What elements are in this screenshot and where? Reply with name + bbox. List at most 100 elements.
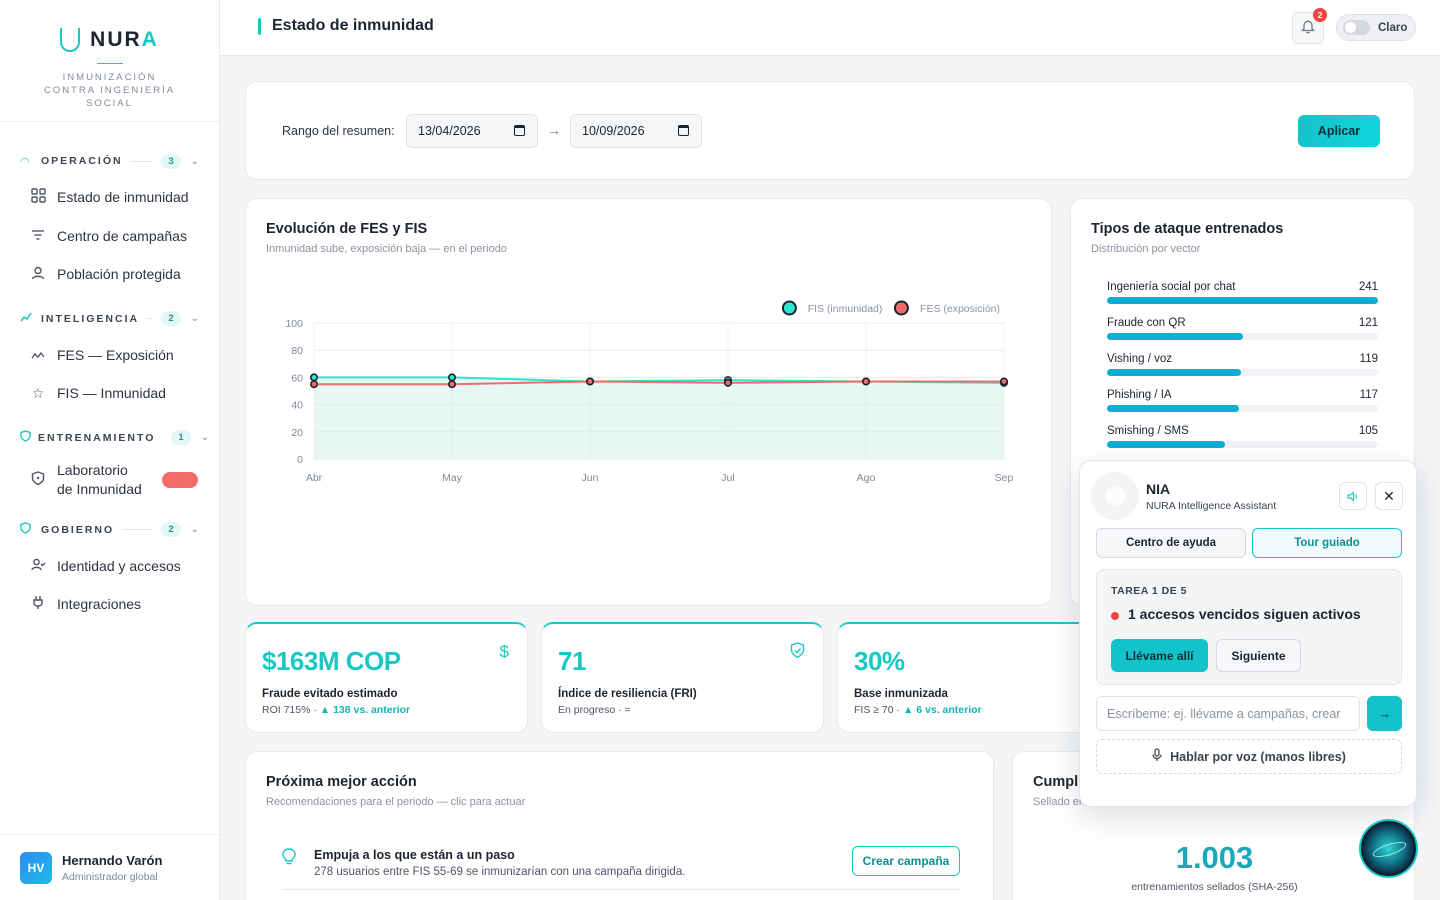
range-label: Rango del resumen:	[282, 124, 395, 138]
nav-group-header[interactable]: GOBIERNO 2 ⌄	[0, 519, 219, 541]
attack-bar-track	[1107, 369, 1378, 376]
calendar-icon[interactable]	[514, 125, 525, 136]
action-description: 278 usuarios entre FIS 55-69 se inmuniza…	[314, 866, 686, 878]
trend-icon	[30, 347, 46, 363]
action-title: Empuja a los que están a un paso	[314, 848, 515, 862]
attack-bar-row: Phishing / IA 117	[1107, 389, 1378, 412]
action-item[interactable]: Empuja a los que están a un paso 278 usu…	[282, 846, 960, 890]
calendar-icon[interactable]	[678, 125, 689, 136]
user-info: Hernando Varón Administrador global	[62, 853, 162, 883]
page-title: Estado de inmunidad	[258, 17, 434, 35]
sidebar-item-fis-inmunidad[interactable]: ☆ FIS — Inmunidad	[0, 374, 219, 413]
user-name: Hernando Varón	[62, 852, 163, 868]
notifications-button[interactable]: 2	[1292, 8, 1327, 44]
status-badge	[161, 471, 198, 488]
date-to-value: 10/09/2026	[582, 124, 645, 138]
attack-bar-header: Fraude con QR 121	[1107, 317, 1378, 329]
sidebar-item-laboratorio-inmunidad[interactable]: Laboratorio de Inmunidad	[0, 455, 219, 505]
data-point	[448, 373, 457, 382]
star-icon: ☆	[31, 384, 45, 401]
gauge-icon: ◠	[20, 155, 30, 168]
sidebar-item-label: Laboratorio de Inmunidad	[57, 461, 142, 499]
attack-bar-row: Fraude con QR 121	[1107, 317, 1378, 340]
theme-label: Claro	[1378, 21, 1408, 34]
shield-icon	[20, 430, 31, 445]
toggle-knob	[1345, 22, 1356, 33]
sidebar-item-estado-inmunidad[interactable]: Estado de inmunidad	[0, 178, 219, 217]
sealed-caption: entrenamientos sellados (SHA-256)	[1131, 881, 1298, 893]
sidebar-item-poblacion-protegida[interactable]: Población protegida	[0, 255, 219, 294]
card-subtitle: Inmunidad sube, exposición baja — en el …	[266, 243, 507, 255]
tab-help-center[interactable]: Centro de ayuda	[1096, 528, 1246, 558]
attack-value: 119	[1359, 353, 1378, 365]
sidebar-item-integraciones[interactable]: Integraciones	[0, 585, 219, 624]
kpi-immunized-base[interactable]: 30% Base inmunizada FIS ≥ 70 · ▲ 6 vs. a…	[837, 622, 1120, 733]
chevron-down-icon[interactable]: ⌄	[190, 155, 199, 167]
x-tick-label: May	[442, 472, 463, 484]
assistant-launcher-icon[interactable]	[1361, 821, 1416, 876]
dollar-icon: $	[499, 642, 509, 661]
attack-bar-header: Vishing / voz 119	[1107, 353, 1378, 365]
send-button[interactable]: →	[1367, 696, 1402, 731]
kpi-label: Índice de resiliencia (FRI)	[558, 688, 697, 700]
data-point	[448, 380, 457, 389]
x-tick-label: Jun	[582, 472, 599, 484]
brand-divider	[96, 63, 123, 64]
attack-bar-fill	[1107, 369, 1241, 376]
logo[interactable]: NURA	[0, 26, 219, 54]
label-line-1: Laboratorio	[57, 461, 128, 478]
attack-value: 105	[1358, 425, 1378, 437]
chevron-down-icon[interactable]: ⌄	[200, 432, 210, 443]
card-title: Próxima mejor acción	[266, 774, 417, 790]
tab-guided-tour[interactable]: Tour guiado	[1252, 528, 1402, 558]
attack-label: Smishing / SMS	[1107, 425, 1189, 437]
theme-toggle[interactable]: Claro	[1336, 14, 1416, 41]
chevron-down-icon[interactable]: ⌄	[190, 524, 199, 535]
date-to-input[interactable]: 10/09/2026	[570, 114, 702, 148]
voice-label: Hablar por voz (manos libres)	[1170, 749, 1346, 764]
legend-label: FIS (inmunidad)	[808, 303, 883, 315]
brand: NURA INMUNIZACIÓN CONTRA INGENIERÍA SOCI…	[0, 0, 219, 122]
sidebar-item-fes-exposicion[interactable]: FES — Exposición	[0, 336, 219, 375]
close-icon[interactable]: ✕	[1375, 482, 1403, 510]
sidebar-item-centro-campanas[interactable]: Centro de campañas	[0, 217, 219, 256]
assistant-avatar	[1091, 472, 1139, 520]
arrow-right-icon: →	[547, 122, 561, 138]
y-tick-label: 0	[297, 454, 303, 466]
attack-value: 121	[1358, 317, 1378, 329]
card-subtitle: Sellado en	[1033, 796, 1085, 808]
attack-label: Ingeniería social por chat	[1107, 281, 1236, 293]
legend-label: FES (exposición)	[920, 303, 1000, 315]
shield-check-icon	[790, 642, 805, 664]
apply-button[interactable]: Aplicar	[1298, 115, 1380, 147]
attack-bar-track	[1107, 333, 1378, 340]
date-from-input[interactable]: 13/04/2026	[406, 114, 538, 148]
speaker-icon[interactable]	[1339, 482, 1367, 510]
chevron-down-icon[interactable]: ⌄	[190, 313, 199, 324]
tour-task: TAREA 1 DE 5 1 accesos vencidos siguen a…	[1096, 569, 1402, 685]
nav-group-header[interactable]: ◠ OPERACIÓN 3 ⌄	[0, 150, 219, 172]
sidebar: NURA INMUNIZACIÓN CONTRA INGENIERÍA SOCI…	[0, 0, 220, 900]
sidebar-item-identidad-accesos[interactable]: Identidad y accesos	[0, 547, 219, 586]
kpi-resilience-index[interactable]: 71 Índice de resiliencia (FRI) En progre…	[541, 622, 824, 733]
logo-mark-icon	[60, 28, 81, 52]
kpi-meta: FIS ≥ 70 · ▲ 6 vs. anterior	[854, 704, 1103, 716]
next-button[interactable]: Siguiente	[1216, 639, 1301, 672]
plug-icon	[30, 595, 46, 613]
take-me-there-button[interactable]: Llévame allí	[1111, 639, 1208, 672]
shield-icon	[20, 522, 34, 537]
assistant-message-input[interactable]: Escríbeme: ej. llévame a campañas, crear	[1096, 696, 1360, 731]
x-tick-label: Ago	[857, 472, 876, 484]
attack-label: Fraude con QR	[1107, 317, 1186, 329]
nav-group-header[interactable]: ENTRENAMIENTO 1 ⌄	[0, 427, 219, 449]
voice-button[interactable]: Hablar por voz (manos libres)	[1096, 739, 1402, 774]
nav-group-header[interactable]: INTELIGENCIA 2 ⌄	[0, 308, 219, 330]
brand-tagline: INMUNIZACIÓN CONTRA INGENIERÍA SOCIAL	[43, 72, 176, 109]
card-title: Tipos de ataque entrenados	[1091, 221, 1284, 237]
grid-icon	[30, 188, 46, 206]
kpi-fraud-avoided[interactable]: $163M COP Fraude evitado estimado ROI 71…	[245, 622, 528, 733]
user-profile[interactable]: HV Hernando Varón Administrador global	[0, 834, 219, 900]
y-tick-label: 80	[291, 345, 303, 357]
attack-value: 241	[1358, 281, 1378, 293]
create-campaign-button[interactable]: Crear campaña	[852, 846, 960, 876]
